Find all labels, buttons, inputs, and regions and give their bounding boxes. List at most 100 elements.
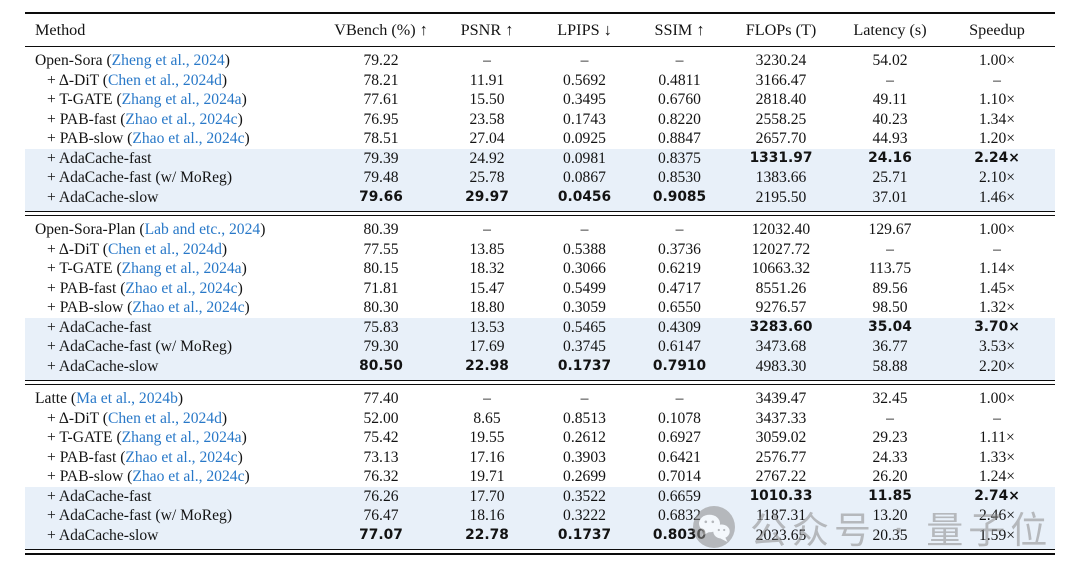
- value-cell: 79.66: [359, 188, 403, 205]
- value-cell: 3473.68: [755, 338, 807, 355]
- citation-link[interactable]: Lab and etc., 2024: [144, 221, 261, 238]
- value-cell: 3.53×: [978, 338, 1016, 355]
- value-cell: 17.16: [469, 448, 505, 466]
- citation-link[interactable]: Zhao et al., 2024c: [125, 448, 238, 466]
- value-cell: 35.04: [868, 318, 912, 335]
- method-cell: + AdaCache-slow: [25, 526, 325, 546]
- value-cell: 3283.60: [749, 318, 813, 335]
- column-header-vbench: VBench (%) ↑: [334, 20, 428, 39]
- citation-link[interactable]: Chen et al., 2024d: [107, 240, 222, 258]
- table-rule-group-separator: [25, 380, 1055, 385]
- method-cell: Open-Sora-Plan (Lab and etc., 2024): [25, 220, 325, 240]
- value-cell: 79.22: [363, 52, 399, 69]
- table-group-open-sora: Open-Sora (Zheng et al., 2024) 79.22 – – – 32…: [25, 47, 1055, 211]
- value-cell: 0.0981: [563, 149, 606, 167]
- value-cell: –: [483, 52, 491, 69]
- method-name: + AdaCache-fast: [47, 318, 152, 336]
- value-cell: 0.0925: [563, 130, 606, 147]
- method-cell: + T-GATE (Zhang et al., 2024a): [25, 259, 325, 279]
- value-cell: 44.93: [872, 130, 908, 147]
- value-cell: –: [483, 390, 491, 407]
- value-cell: 78.51: [363, 130, 399, 147]
- method-cell: + Δ-DiT (Chen et al., 2024d): [25, 240, 325, 260]
- method-cell: + Δ-DiT (Chen et al., 2024d): [25, 409, 325, 429]
- value-cell: 1.46×: [978, 188, 1016, 206]
- table-row: + AdaCache-fast 79.39 24.92 0.0981 0.8375 133…: [25, 148, 1055, 168]
- value-cell: 1.59×: [978, 526, 1016, 544]
- value-cell: –: [993, 71, 1001, 89]
- value-cell: 2.20×: [978, 357, 1016, 375]
- value-cell: 52.00: [363, 409, 399, 427]
- method-cell: + AdaCache-fast (w/ MoReg): [25, 506, 325, 526]
- value-cell: 0.2699: [563, 468, 606, 485]
- method-cell: + PAB-slow (Zhao et al., 2024c): [25, 129, 325, 149]
- column-header-psnr: PSNR ↑: [460, 20, 514, 39]
- value-cell: 27.04: [469, 130, 505, 147]
- value-cell: –: [580, 221, 589, 238]
- citation-link[interactable]: Zhao et al., 2024c: [125, 279, 238, 297]
- method-name: + PAB-slow (: [47, 468, 133, 485]
- value-cell: 0.8530: [658, 169, 701, 186]
- method-name: Open-Sora (: [35, 52, 112, 69]
- table-row: + T-GATE (Zhang et al., 2024a) 75.42 19.55…: [25, 428, 1055, 448]
- method-name: + AdaCache-slow: [47, 188, 159, 206]
- citation-link[interactable]: Zheng et al., 2024: [111, 52, 225, 69]
- value-cell: 29.23: [872, 429, 908, 446]
- value-cell: 77.61: [363, 91, 399, 108]
- method-name: + Δ-DiT (: [47, 240, 108, 258]
- table-row: + T-GATE (Zhang et al., 2024a) 80.15 18.32…: [25, 259, 1055, 279]
- value-cell: 129.67: [868, 221, 912, 238]
- citation-link[interactable]: Zhao et al., 2024c: [132, 130, 245, 147]
- value-cell: 11.91: [469, 71, 505, 89]
- method-cell: Open-Sora (Zheng et al., 2024): [25, 51, 325, 71]
- table-rule-header-bottom: [25, 46, 1055, 47]
- citation-close-paren: ): [221, 71, 228, 89]
- table-rule-top: [25, 12, 1055, 14]
- value-cell: 2818.40: [755, 91, 807, 108]
- value-cell: 0.5499: [563, 279, 606, 297]
- value-cell: 37.01: [872, 188, 908, 206]
- value-cell: 3.70×: [974, 318, 1020, 335]
- value-cell: 0.1737: [557, 357, 612, 374]
- citation-link[interactable]: Zhang et al., 2024a: [121, 260, 242, 277]
- value-cell: 3439.47: [755, 390, 807, 407]
- value-cell: –: [886, 409, 894, 427]
- value-cell: 0.5465: [563, 318, 606, 336]
- value-cell: 76.95: [363, 110, 399, 128]
- citation-link[interactable]: Chen et al., 2024d: [107, 409, 222, 427]
- benchmark-results-table: Method VBench (%) ↑ PSNR ↑ LPIPS ↓ SSIM …: [25, 12, 1055, 555]
- value-cell: 73.13: [363, 448, 399, 466]
- value-cell: 0.4717: [658, 279, 701, 297]
- value-cell: 18.32: [469, 260, 505, 277]
- value-cell: 2558.25: [755, 110, 807, 128]
- value-cell: 25.78: [469, 169, 505, 186]
- value-cell: 0.9085: [652, 188, 707, 205]
- table-rule-group-separator: [25, 211, 1055, 216]
- value-cell: 0.8220: [658, 110, 701, 128]
- column-header-speedup: Speedup: [969, 20, 1025, 39]
- column-header-method: Method: [35, 20, 86, 39]
- value-cell: 89.56: [872, 279, 908, 297]
- value-cell: 24.92: [469, 149, 505, 167]
- citation-link[interactable]: Ma et al., 2024b: [76, 390, 178, 407]
- citation-link[interactable]: Zhang et al., 2024a: [121, 429, 242, 446]
- citation-link[interactable]: Chen et al., 2024d: [107, 71, 222, 89]
- citation-link[interactable]: Zhao et al., 2024c: [132, 468, 245, 485]
- value-cell: 75.42: [363, 429, 399, 446]
- value-cell: 77.55: [363, 240, 399, 258]
- value-cell: 0.6219: [658, 260, 701, 277]
- citation-link[interactable]: Zhao et al., 2024c: [132, 299, 245, 316]
- citation-link[interactable]: Zhao et al., 2024c: [125, 110, 238, 128]
- value-cell: 0.3059: [563, 299, 606, 316]
- citation-link[interactable]: Zhang et al., 2024a: [121, 91, 242, 108]
- value-cell: 77.40: [363, 390, 399, 407]
- value-cell: 0.6659: [658, 487, 701, 505]
- citation-close-paren: ): [221, 409, 228, 427]
- value-cell: 98.50: [872, 299, 908, 316]
- value-cell: 24.16: [868, 149, 912, 166]
- value-cell: 12027.72: [751, 240, 811, 258]
- value-cell: 77.07: [359, 526, 403, 543]
- citation-close-paren: ): [177, 390, 184, 407]
- value-cell: 80.15: [363, 260, 399, 277]
- value-cell: 0.1737: [557, 526, 612, 543]
